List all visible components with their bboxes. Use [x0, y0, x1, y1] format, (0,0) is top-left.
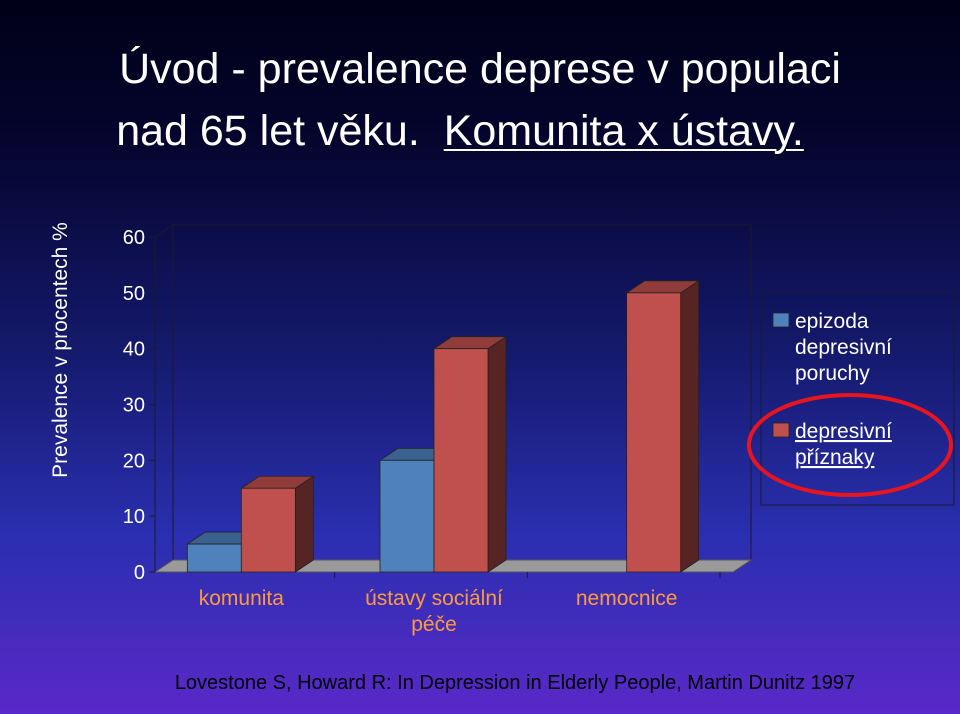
slide-title: Úvod - prevalence deprese v populaci nad…	[0, 38, 960, 162]
bar	[379, 459, 435, 573]
bar	[626, 292, 682, 573]
y-tick-label: 10	[123, 506, 145, 528]
legend-swatch	[772, 312, 790, 328]
bar	[240, 487, 296, 573]
title-line-1: Úvod - prevalence deprese v populaci	[119, 45, 841, 93]
bar	[433, 348, 489, 573]
title-line-2: nad 65 let věku. Komunita x ústavy.	[0, 100, 960, 162]
chart-side-wall	[154, 224, 174, 573]
title-line-2-plain: nad 65 let věku.	[116, 107, 420, 155]
y-tick-label: 60	[123, 227, 145, 249]
bar-side	[680, 280, 700, 573]
legend-swatch	[772, 422, 790, 438]
category-label: nemocnice	[576, 587, 678, 610]
legend-label: epizoda depresivní poruchy	[795, 310, 892, 385]
y-tick-label: 50	[123, 283, 145, 305]
y-tick-label: 40	[123, 339, 145, 361]
legend-box	[760, 291, 955, 506]
bar	[186, 543, 242, 573]
source-citation: Lovestone S, Howard R: In Depression in …	[174, 672, 856, 694]
bar-side	[294, 475, 314, 573]
y-tick-label: 30	[123, 395, 145, 417]
category-label: ústavy sociální péče	[365, 587, 503, 636]
title-line-2-underlined: Komunita x ústavy.	[443, 107, 804, 155]
y-tick-label: 20	[123, 450, 145, 472]
y-tick-label: 0	[134, 562, 145, 584]
bar-side	[487, 335, 507, 573]
category-label: komunita	[199, 587, 285, 610]
legend-highlight-ellipse	[747, 393, 953, 497]
legend-label: depresivní příznaky	[795, 420, 892, 469]
